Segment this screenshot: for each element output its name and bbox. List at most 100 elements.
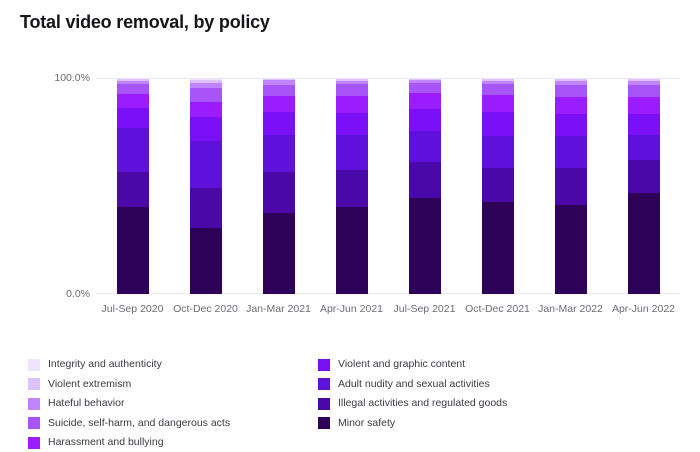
- bar-segment[interactable]: [554, 78, 587, 79]
- bar-segment[interactable]: [335, 95, 368, 114]
- bar-segment[interactable]: [481, 81, 514, 85]
- bar-group[interactable]: [242, 78, 315, 294]
- bar-segment[interactable]: [335, 135, 368, 171]
- bar-segment[interactable]: [481, 95, 514, 113]
- stacked-bar[interactable]: [116, 78, 149, 294]
- bar-segment[interactable]: [408, 92, 441, 109]
- bar-segment[interactable]: [408, 80, 441, 84]
- bar-segment[interactable]: [408, 198, 441, 294]
- legend-column-left: Integrity and authenticity Violent extrem…: [28, 358, 318, 449]
- bar-group[interactable]: [315, 78, 388, 294]
- bar-segment[interactable]: [627, 96, 660, 114]
- bar-group[interactable]: [607, 78, 680, 294]
- bar-segment[interactable]: [335, 80, 368, 84]
- bar-segment[interactable]: [189, 140, 222, 188]
- stacked-bar[interactable]: [262, 78, 295, 294]
- x-axis-tick: Jul-Sep 2020: [101, 303, 164, 315]
- bar-segment[interactable]: [262, 135, 295, 173]
- bar-segment[interactable]: [481, 136, 514, 169]
- legend-item[interactable]: Violent extremism: [28, 378, 318, 391]
- bar-segment[interactable]: [627, 78, 660, 80]
- bar-segment[interactable]: [116, 206, 149, 294]
- legend-swatch-icon: [28, 436, 40, 449]
- stacked-bar[interactable]: [335, 78, 368, 294]
- bar-segment[interactable]: [554, 205, 587, 294]
- bar-segment[interactable]: [481, 201, 514, 294]
- stacked-bar[interactable]: [481, 78, 514, 294]
- stacked-bar[interactable]: [189, 78, 222, 294]
- bar-segment[interactable]: [335, 78, 368, 79]
- bar-segment[interactable]: [262, 84, 295, 96]
- bar-segment[interactable]: [554, 80, 587, 85]
- legend-item[interactable]: Violent and graphic content: [318, 358, 618, 371]
- stacked-bar[interactable]: [627, 78, 660, 294]
- bar-segment[interactable]: [554, 114, 587, 137]
- stacked-bar[interactable]: [554, 78, 587, 294]
- bar-segment[interactable]: [627, 84, 660, 97]
- bar-segment[interactable]: [189, 83, 222, 88]
- bar-segment[interactable]: [262, 111, 295, 136]
- bar-segment[interactable]: [627, 80, 660, 85]
- legend-item[interactable]: Hateful behavior: [28, 397, 318, 410]
- bar-segment[interactable]: [408, 78, 441, 79]
- bar-segment[interactable]: [335, 206, 368, 294]
- bar-segment[interactable]: [554, 84, 587, 98]
- legend-swatch-icon: [318, 378, 330, 390]
- bar-segment[interactable]: [408, 83, 441, 93]
- bar-segment[interactable]: [116, 80, 149, 84]
- bar-segment[interactable]: [262, 172, 295, 214]
- legend-item[interactable]: Suicide, self-harm, and dangerous acts: [28, 417, 318, 430]
- bar-group[interactable]: [96, 78, 169, 294]
- bar-segment[interactable]: [627, 192, 660, 294]
- bar-group[interactable]: [461, 78, 534, 294]
- bar-group[interactable]: [534, 78, 607, 294]
- bar-segment[interactable]: [335, 113, 368, 136]
- bar-segment[interactable]: [189, 78, 222, 81]
- bar-segment[interactable]: [189, 116, 222, 141]
- legend-item[interactable]: Harassment and bullying: [28, 436, 318, 449]
- bar-segment[interactable]: [335, 83, 368, 96]
- bar-segment[interactable]: [189, 87, 222, 103]
- bar-segment[interactable]: [481, 79, 514, 82]
- bar-segment[interactable]: [262, 95, 295, 112]
- bar-segment[interactable]: [116, 171, 149, 207]
- bar-group[interactable]: [388, 78, 461, 294]
- bar-segment[interactable]: [554, 78, 587, 81]
- bar-segment[interactable]: [627, 159, 660, 193]
- bar-segment[interactable]: [189, 187, 222, 228]
- bar-segment[interactable]: [481, 84, 514, 96]
- bar-segment[interactable]: [408, 162, 441, 199]
- bar-segment[interactable]: [627, 79, 660, 81]
- bar-segment[interactable]: [627, 134, 660, 160]
- bar-segment[interactable]: [554, 97, 587, 115]
- bar-segment[interactable]: [189, 227, 222, 294]
- bar-segment[interactable]: [116, 78, 149, 79]
- bar-segment[interactable]: [189, 80, 222, 84]
- bar-segment[interactable]: [554, 136, 587, 169]
- bar-segment[interactable]: [335, 78, 368, 81]
- legend-item[interactable]: Illegal activities and regulated goods: [318, 397, 618, 410]
- bar-group[interactable]: [169, 78, 242, 294]
- bar-segment[interactable]: [554, 168, 587, 206]
- bar-segment[interactable]: [116, 107, 149, 128]
- legend-item[interactable]: Integrity and authenticity: [28, 358, 318, 371]
- bar-segment[interactable]: [262, 213, 295, 294]
- bar-segment[interactable]: [481, 112, 514, 137]
- bar-segment[interactable]: [116, 127, 149, 172]
- bar-segment[interactable]: [627, 113, 660, 135]
- bar-segment[interactable]: [408, 108, 441, 131]
- bar-segment[interactable]: [408, 130, 441, 163]
- bar-segment[interactable]: [116, 83, 149, 94]
- bar-segment[interactable]: [262, 78, 295, 81]
- bar-segment[interactable]: [116, 78, 149, 81]
- bar-segment[interactable]: [408, 78, 441, 81]
- stacked-bar[interactable]: [408, 78, 441, 294]
- bar-segment[interactable]: [481, 78, 514, 80]
- legend-item[interactable]: Minor safety: [318, 417, 618, 430]
- bar-segment[interactable]: [335, 170, 368, 207]
- legend-item[interactable]: Adult nudity and sexual activities: [318, 378, 618, 391]
- bar-segment[interactable]: [481, 168, 514, 202]
- bar-segment[interactable]: [189, 102, 222, 117]
- bar-segment[interactable]: [116, 93, 149, 108]
- bar-segment[interactable]: [262, 80, 295, 85]
